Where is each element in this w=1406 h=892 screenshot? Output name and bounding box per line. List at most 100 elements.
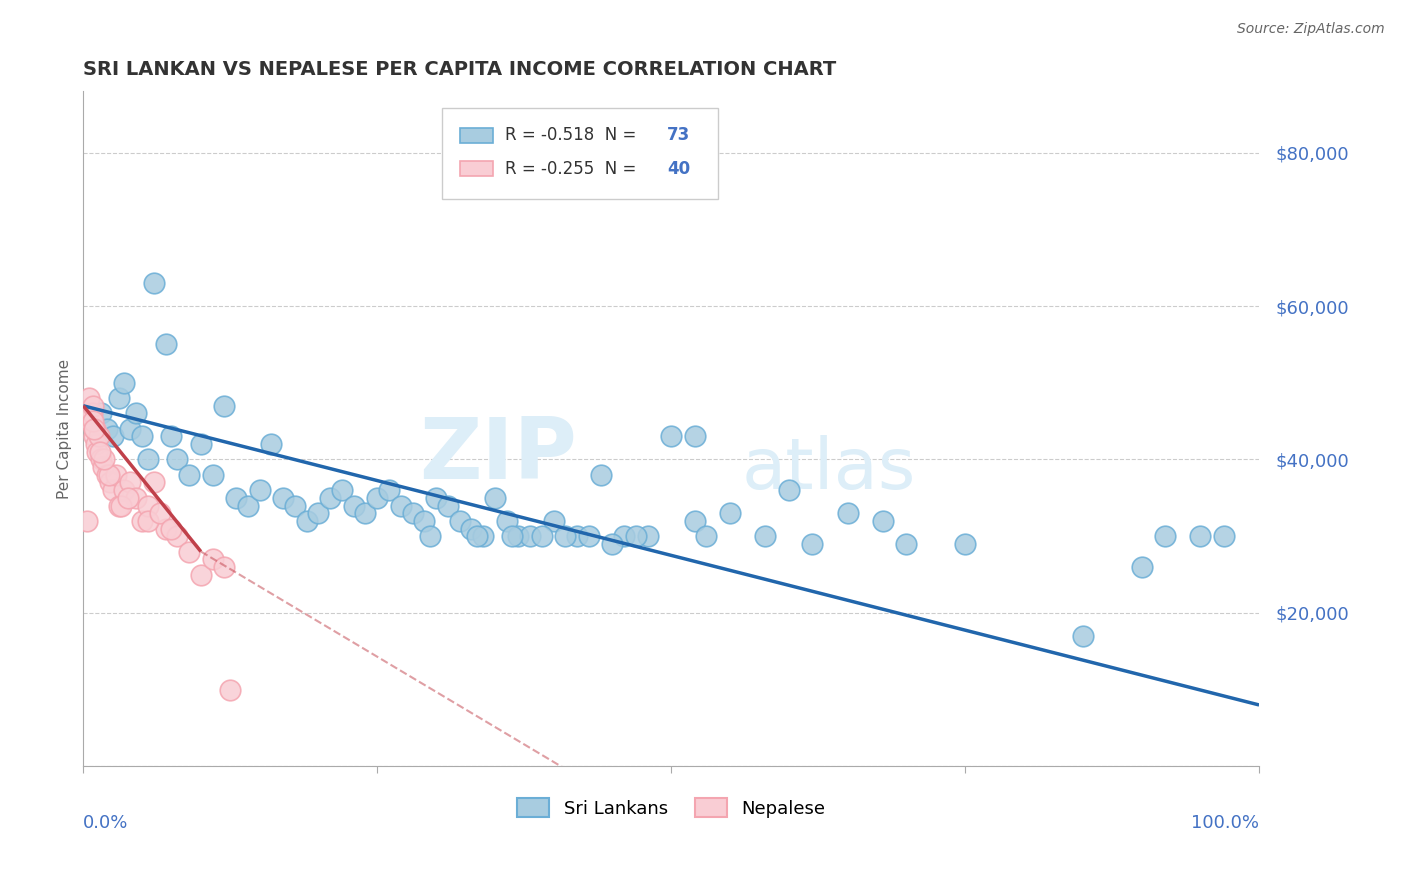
- Text: 73: 73: [668, 126, 690, 145]
- Point: [98, 475, 121, 490]
- Point: [295, 514, 318, 528]
- Text: ZIP: ZIP: [419, 414, 576, 498]
- Point: [307, 506, 329, 520]
- Point: [120, 422, 142, 436]
- Point: [554, 529, 576, 543]
- Point: [284, 499, 307, 513]
- Point: [637, 529, 659, 543]
- Text: R = -0.255  N =: R = -0.255 N =: [505, 160, 641, 178]
- Point: [96, 422, 118, 436]
- FancyBboxPatch shape: [441, 108, 718, 199]
- Text: SRI LANKAN VS NEPALESE PER CAPITA INCOME CORRELATION CHART: SRI LANKAN VS NEPALESE PER CAPITA INCOME…: [83, 60, 837, 78]
- Point: [659, 429, 682, 443]
- Point: [419, 529, 441, 543]
- Point: [166, 452, 188, 467]
- Point: [82, 399, 104, 413]
- Point: [114, 376, 136, 390]
- Point: [83, 429, 105, 443]
- Point: [98, 467, 121, 482]
- Point: [754, 529, 776, 543]
- Point: [249, 483, 271, 498]
- Point: [683, 429, 706, 443]
- Point: [953, 537, 976, 551]
- Point: [543, 514, 565, 528]
- Point: [201, 467, 224, 482]
- Point: [530, 529, 553, 543]
- Point: [114, 483, 136, 498]
- Legend: Sri Lankans, Nepalese: Sri Lankans, Nepalese: [509, 791, 832, 825]
- Point: [219, 682, 242, 697]
- Point: [179, 544, 201, 558]
- Point: [683, 514, 706, 528]
- Point: [872, 514, 894, 528]
- Point: [190, 437, 212, 451]
- Point: [602, 537, 624, 551]
- Point: [89, 445, 111, 459]
- Point: [82, 414, 104, 428]
- Text: 0.0%: 0.0%: [83, 814, 129, 831]
- Point: [179, 467, 201, 482]
- Point: [80, 407, 103, 421]
- Text: atlas: atlas: [742, 434, 917, 504]
- Point: [107, 499, 129, 513]
- Point: [1071, 629, 1094, 643]
- Point: [695, 529, 717, 543]
- Point: [624, 529, 647, 543]
- Point: [214, 399, 236, 413]
- Point: [125, 491, 148, 505]
- Point: [472, 529, 495, 543]
- Point: [1212, 529, 1234, 543]
- Point: [90, 407, 112, 421]
- Point: [1154, 529, 1177, 543]
- Point: [260, 437, 283, 451]
- Point: [160, 429, 183, 443]
- Point: [465, 529, 488, 543]
- Point: [166, 529, 188, 543]
- FancyBboxPatch shape: [460, 128, 494, 143]
- Point: [343, 499, 366, 513]
- Point: [77, 391, 100, 405]
- Point: [1189, 529, 1212, 543]
- Point: [354, 506, 377, 520]
- Text: Source: ZipAtlas.com: Source: ZipAtlas.com: [1237, 22, 1385, 37]
- Point: [501, 529, 523, 543]
- Point: [378, 483, 401, 498]
- Point: [801, 537, 824, 551]
- Text: 100.0%: 100.0%: [1191, 814, 1260, 831]
- Point: [76, 514, 98, 528]
- Point: [155, 522, 177, 536]
- Point: [225, 491, 247, 505]
- Point: [101, 483, 124, 498]
- Point: [84, 422, 107, 436]
- Point: [142, 276, 165, 290]
- Point: [896, 537, 918, 551]
- Point: [136, 499, 159, 513]
- Point: [519, 529, 541, 543]
- Point: [778, 483, 800, 498]
- Point: [125, 407, 148, 421]
- Point: [837, 506, 859, 520]
- Point: [86, 445, 108, 459]
- Y-axis label: Per Capita Income: Per Capita Income: [58, 359, 72, 499]
- Point: [413, 514, 436, 528]
- Point: [330, 483, 353, 498]
- Point: [460, 522, 482, 536]
- Point: [160, 522, 183, 536]
- Point: [101, 429, 124, 443]
- Point: [389, 499, 412, 513]
- Point: [718, 506, 741, 520]
- Point: [136, 452, 159, 467]
- Point: [1130, 560, 1153, 574]
- Point: [236, 499, 259, 513]
- Text: R = -0.518  N =: R = -0.518 N =: [505, 126, 641, 145]
- Point: [578, 529, 600, 543]
- Point: [120, 475, 142, 490]
- Point: [319, 491, 342, 505]
- FancyBboxPatch shape: [460, 161, 494, 177]
- Point: [449, 514, 471, 528]
- Point: [79, 414, 101, 428]
- Point: [201, 552, 224, 566]
- Point: [136, 514, 159, 528]
- Text: 40: 40: [668, 160, 690, 178]
- Point: [90, 452, 112, 467]
